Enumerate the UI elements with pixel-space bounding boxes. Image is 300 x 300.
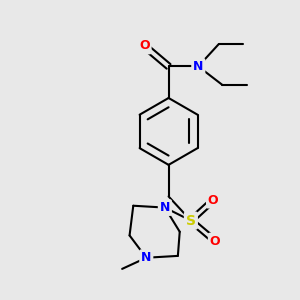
Text: N: N: [193, 60, 203, 73]
Text: O: O: [210, 235, 220, 248]
Text: O: O: [139, 40, 150, 52]
Text: S: S: [186, 214, 196, 228]
Text: O: O: [208, 194, 218, 207]
Text: N: N: [141, 251, 152, 264]
Text: N: N: [160, 201, 170, 214]
